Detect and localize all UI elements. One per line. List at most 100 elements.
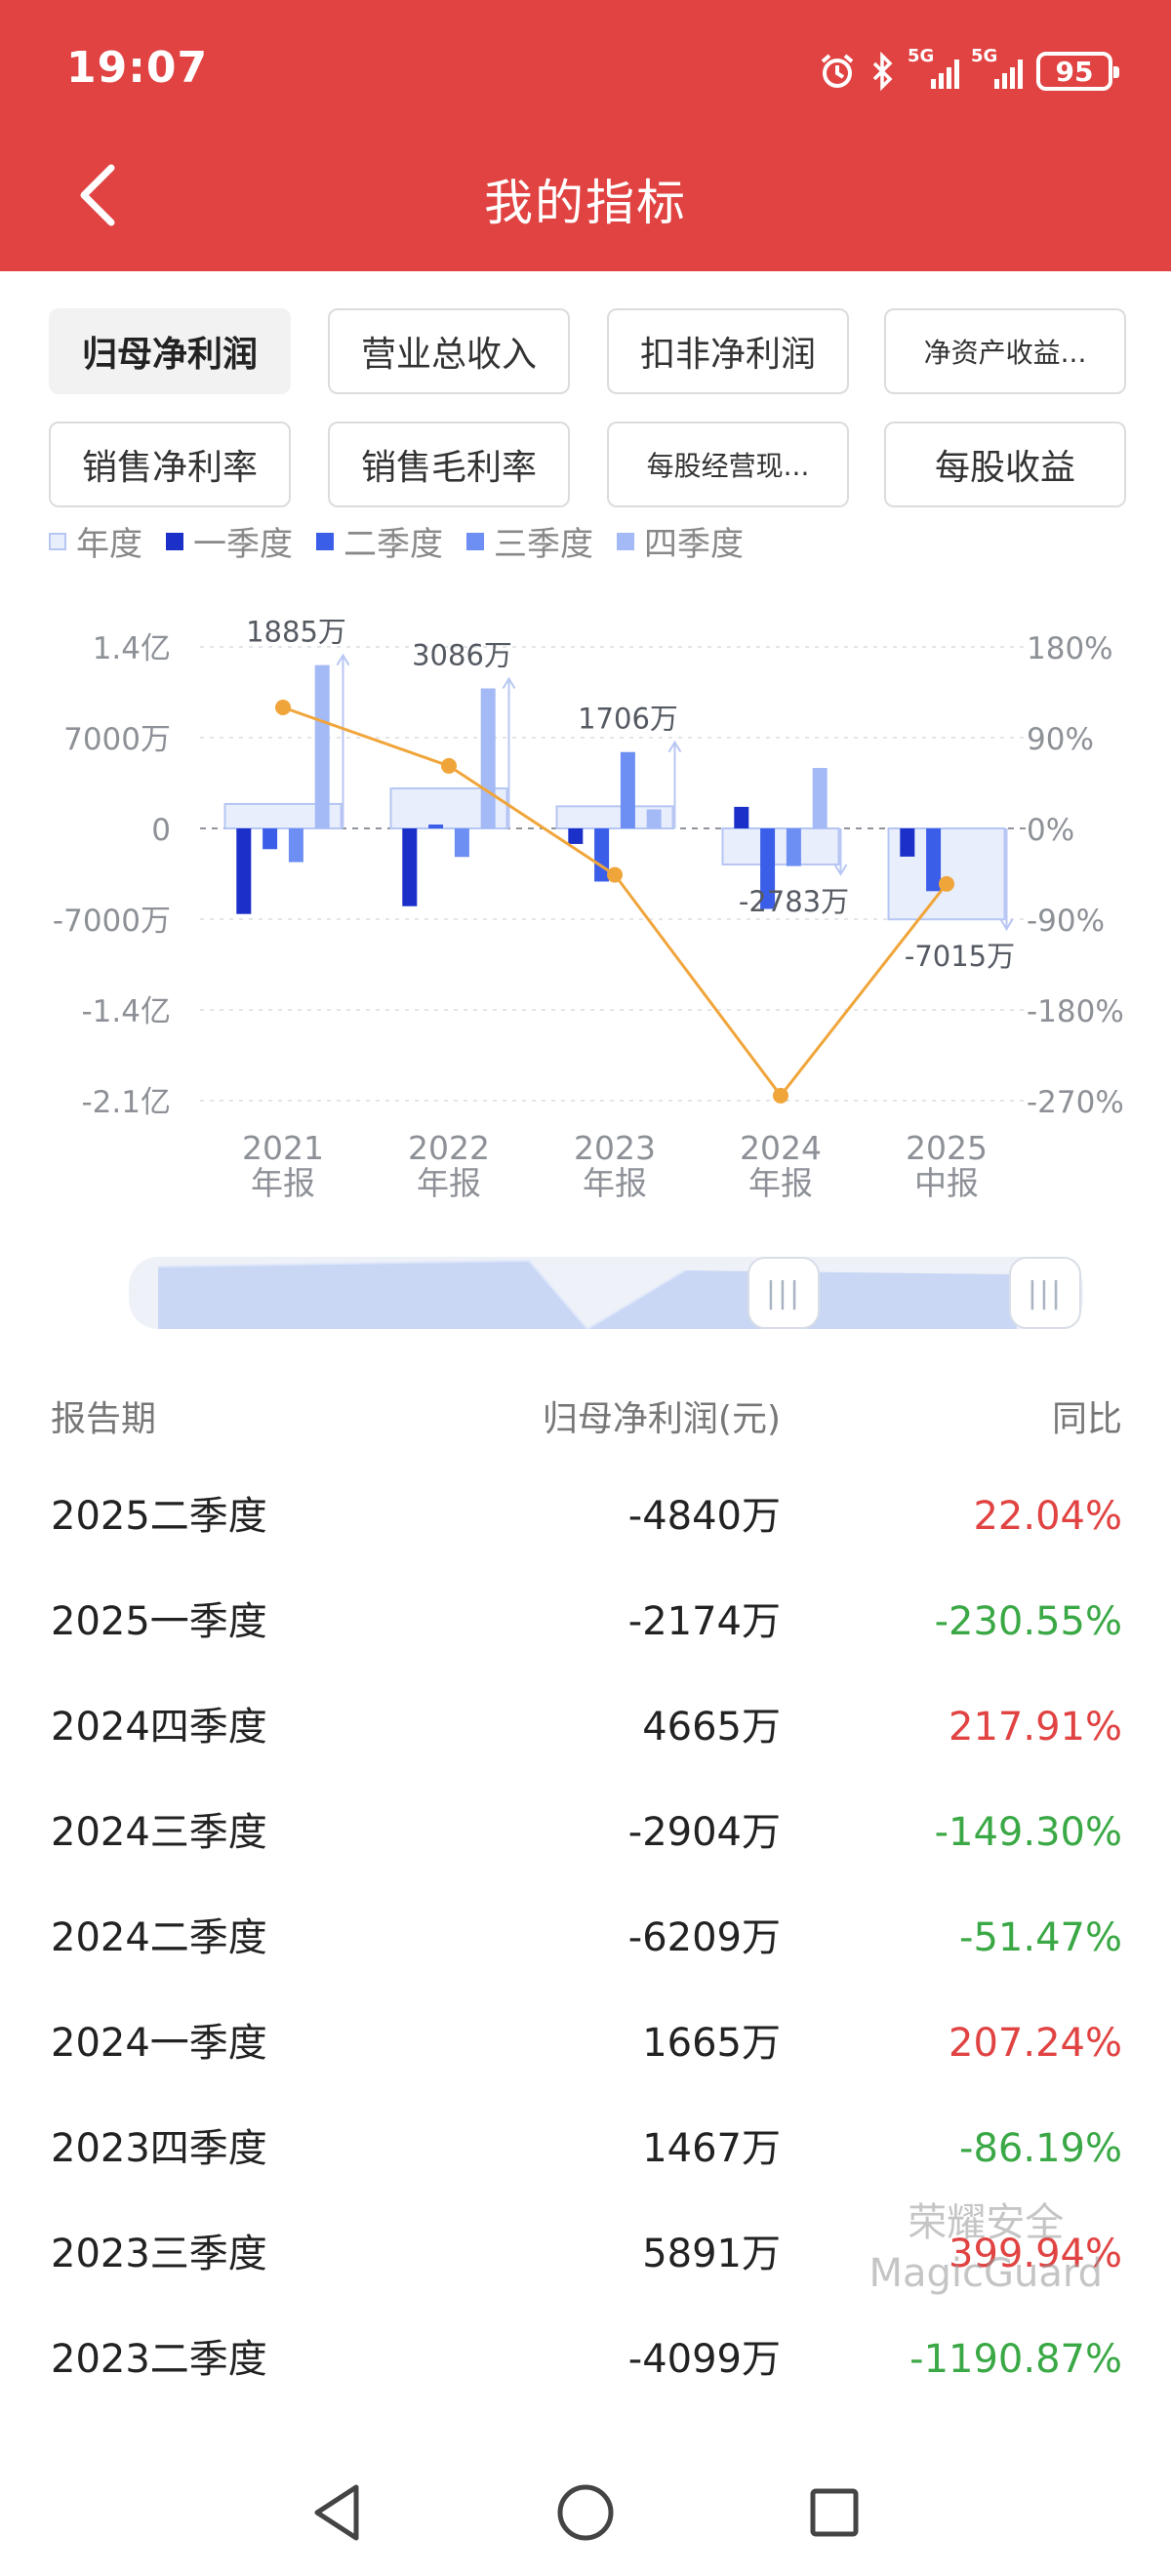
y-right-tick-label: -270% — [1027, 1085, 1124, 1120]
y-right-tick-label: 180% — [1027, 631, 1113, 666]
yoy-growth-point — [773, 1087, 788, 1104]
quarter-bar-q4 — [480, 688, 496, 828]
net-profit-chart[interactable]: 1.4亿 180%7000万 90%0 0%-7000万 -90%-1.4亿 -180%-… — [0, 585, 1171, 1220]
quarter-bar-q2 — [926, 828, 942, 892]
legend-swatch — [617, 532, 634, 550]
yoy-cell: 22.04% — [973, 1494, 1122, 1539]
battery-icon: 95 — [1036, 52, 1119, 91]
nav-back-button[interactable] — [303, 2478, 371, 2547]
range-slider-handle-left[interactable]: ||| — [747, 1257, 820, 1329]
period-cell: 2024四季度 — [51, 1705, 267, 1750]
table-row[interactable]: 2024三季度 -2904万 -149.30% — [0, 1780, 1171, 1885]
quarter-bar-q1 — [236, 828, 252, 914]
y-right-tick-label: 0% — [1027, 813, 1074, 848]
quarter-bar-q1 — [568, 828, 584, 844]
table-row[interactable]: 2023三季度 5891万 399.94% — [0, 2201, 1171, 2307]
legend-item-q1[interactable]: 一季度 — [166, 517, 293, 565]
x-tick-label-year: 2025 — [906, 1129, 988, 1167]
annual-arrow-head — [502, 676, 516, 690]
y-left-tick-label: -2.1亿 — [82, 1085, 172, 1120]
table-row[interactable]: 2025二季度 -4840万 22.04% — [0, 1464, 1171, 1569]
quarter-bar-q2 — [428, 825, 444, 828]
period-cell: 2024二季度 — [51, 1915, 267, 1960]
period-cell: 2024三季度 — [51, 1810, 267, 1855]
legend-item-q3[interactable]: 三季度 — [466, 517, 593, 565]
quarter-bar-q1 — [900, 828, 915, 857]
quarter-bar-q3 — [454, 828, 469, 858]
chevron-left-icon — [80, 164, 115, 226]
period-cell: 2025二季度 — [51, 1494, 267, 1539]
period-cell: 2023四季度 — [51, 2126, 267, 2171]
nav-recents-button[interactable] — [800, 2478, 868, 2547]
value-cell: -4099万 — [627, 2337, 781, 2382]
y-left-tick-label: -7000万 — [53, 904, 171, 939]
yoy-cell: 399.94% — [949, 2232, 1122, 2276]
annual-value-label: 3086万 — [412, 639, 512, 672]
x-tick-label-year: 2024 — [740, 1129, 822, 1167]
yoy-growth-point — [607, 866, 623, 883]
y-left-tick-label: 1.4亿 — [93, 631, 171, 666]
value-cell: -2174万 — [627, 1599, 781, 1644]
yoy-cell: -149.30% — [934, 1810, 1122, 1855]
period-cell: 2025一季度 — [51, 1599, 267, 1644]
tab-deducted-net-profit[interactable]: 扣非净利润 — [607, 308, 849, 394]
tab-roe[interactable]: 净资产收益... — [884, 308, 1126, 394]
annual-value-label: 1706万 — [578, 703, 678, 736]
tab-gross-margin[interactable]: 销售毛利率 — [328, 422, 570, 507]
x-tick-label-type: 年报 — [583, 1164, 647, 1202]
legend-label: 二季度 — [343, 525, 443, 564]
tab-operating-cashflow-per-share[interactable]: 每股经营现... — [607, 422, 849, 507]
quarter-bar-q1 — [734, 806, 749, 828]
table-row[interactable]: 2024二季度 -6209万 -51.47% — [0, 1885, 1171, 1991]
annual-arrow-head — [667, 740, 682, 753]
value-cell: 5891万 — [642, 2232, 781, 2276]
table-row[interactable]: 2024一季度 1665万 207.24% — [0, 1991, 1171, 2096]
tab-eps[interactable]: 每股收益 — [884, 422, 1126, 507]
tab-net-profit[interactable]: 归母净利润 — [49, 308, 291, 394]
legend-item-q4[interactable]: 四季度 — [617, 517, 744, 565]
range-slider-handle-right[interactable]: ||| — [1009, 1257, 1081, 1329]
battery-level: 95 — [1055, 55, 1094, 88]
quarter-bar-q3 — [620, 751, 635, 828]
back-button[interactable] — [68, 156, 127, 234]
quarter-bar-q3 — [786, 828, 801, 866]
table-header-value: 归母净利润(元) — [542, 1399, 781, 1439]
value-cell: 1665万 — [642, 2021, 781, 2066]
status-time: 19:07 — [66, 43, 209, 93]
annual-value-label: 1885万 — [246, 616, 346, 649]
table-row[interactable]: 2023四季度 1467万 -86.19% — [0, 2096, 1171, 2201]
yoy-cell: 207.24% — [949, 2021, 1122, 2066]
quarter-bar-q4 — [812, 768, 828, 828]
annual-value-label: -7015万 — [905, 940, 1015, 973]
chart-legend: 年度 一季度 二季度 三季度 四季度 — [49, 517, 744, 565]
quarter-bar-q3 — [288, 828, 303, 863]
signal-5g-icon-1: 5G — [908, 46, 959, 89]
x-tick-label-year: 2022 — [408, 1129, 490, 1167]
value-cell: 4665万 — [642, 1705, 781, 1750]
tab-total-revenue[interactable]: 营业总收入 — [328, 308, 570, 394]
annual-bar — [721, 827, 840, 865]
x-tick-label-type: 年报 — [417, 1164, 481, 1202]
legend-swatch — [166, 532, 183, 550]
table-header-period: 报告期 — [51, 1399, 157, 1439]
y-right-tick-label: -180% — [1027, 994, 1124, 1029]
yoy-growth-point — [939, 875, 954, 892]
handle-grip-icon: ||| — [765, 1275, 802, 1310]
watermark-line2: MagicGuard — [868, 2251, 1103, 2296]
tab-net-margin[interactable]: 销售净利率 — [49, 422, 291, 507]
app-header: 19:07 5G 5G 95 我的指标 — [0, 0, 1171, 271]
yoy-cell: -86.19% — [959, 2126, 1122, 2171]
yoy-growth-point — [275, 700, 291, 715]
yoy-cell: -1190.87% — [909, 2337, 1122, 2382]
nav-home-button[interactable] — [551, 2478, 620, 2547]
triangle-back-icon — [314, 2484, 359, 2541]
range-slider-preview — [158, 1259, 1017, 1329]
legend-item-q2[interactable]: 二季度 — [316, 517, 443, 565]
legend-item-annual[interactable]: 年度 — [49, 517, 142, 565]
table-row[interactable]: 2025一季度 -2174万 -230.55% — [0, 1569, 1171, 1674]
table-row[interactable]: 2024四季度 4665万 217.91% — [0, 1674, 1171, 1780]
yoy-cell: -51.47% — [959, 1915, 1122, 1960]
value-cell: -4840万 — [627, 1494, 781, 1539]
table-row[interactable]: 2023二季度 -4099万 -1190.87% — [0, 2307, 1171, 2412]
period-cell: 2024一季度 — [51, 2021, 267, 2066]
